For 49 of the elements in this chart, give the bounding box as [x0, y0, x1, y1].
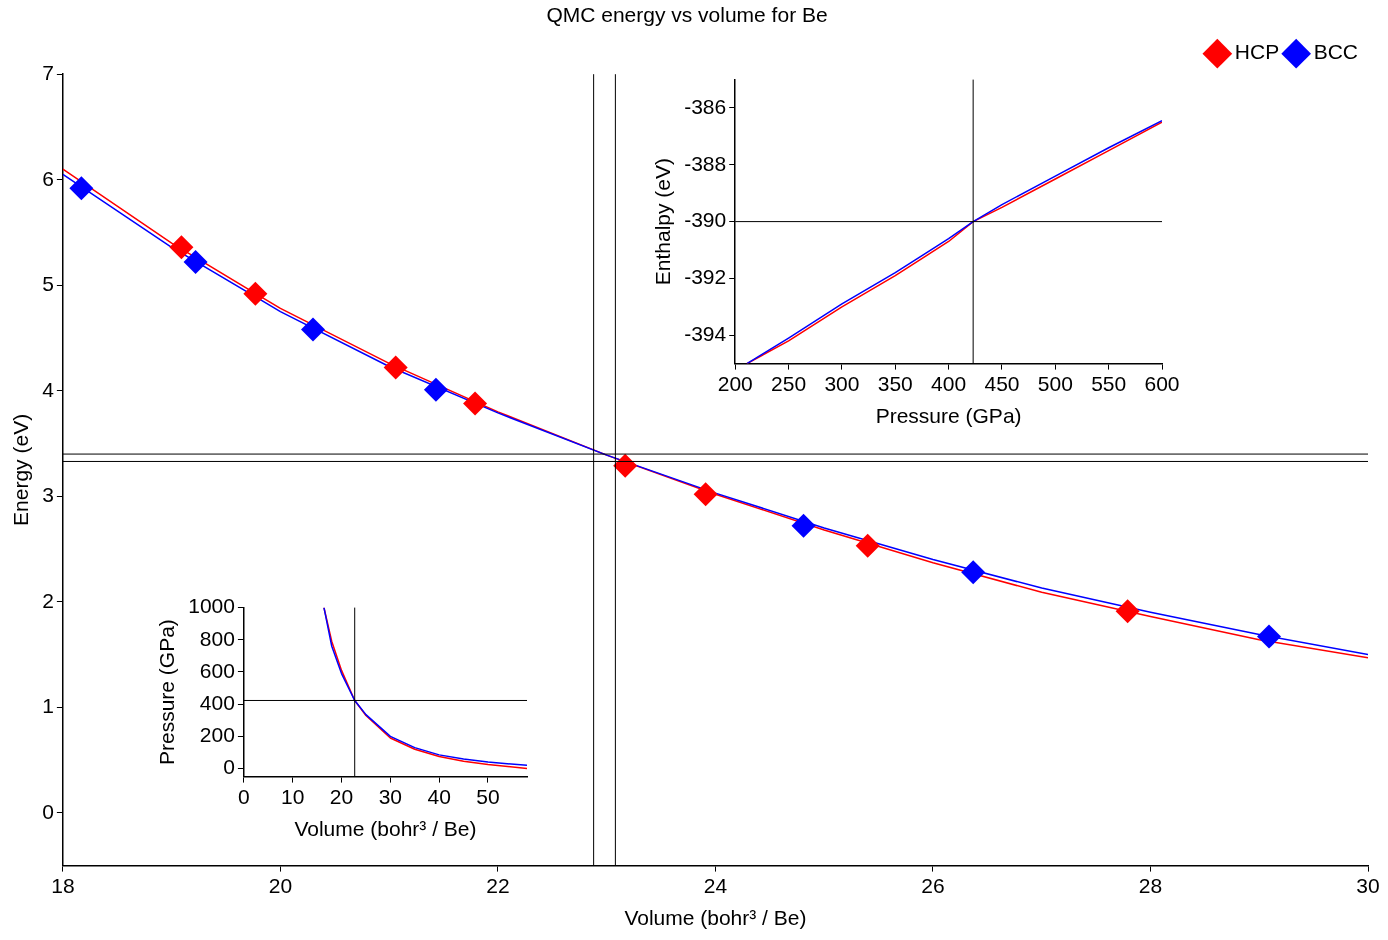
- x-tick-label: 18: [51, 874, 75, 897]
- y-tick-label: 600: [199, 658, 235, 682]
- y-tick-label: 5: [42, 272, 54, 296]
- y-tick-label: 6: [42, 166, 54, 190]
- y-tick-label: 200: [199, 723, 235, 747]
- x-tick-label: 20: [268, 874, 293, 897]
- x-tick-label: 26: [921, 874, 945, 897]
- y-tick-label: 1000: [188, 594, 235, 618]
- y-tick-label: 0: [223, 755, 235, 779]
- x-tick-label: 300: [824, 372, 860, 395]
- y-tick-label: 800: [199, 626, 235, 650]
- y-tick-label: -392: [684, 265, 727, 289]
- y-tick-label: -386: [684, 94, 727, 118]
- y-axis-title: Pressure (GPa): [155, 619, 179, 766]
- x-tick-label: 350: [877, 372, 913, 395]
- x-tick-label: 250: [771, 372, 807, 395]
- x-tick-label: 200: [717, 372, 753, 395]
- x-tick-label: 24: [703, 874, 728, 897]
- x-tick-label: 400: [931, 372, 967, 395]
- y-tick-label: 7: [42, 61, 54, 84]
- y-tick-label: 3: [42, 483, 54, 507]
- y-axis-title: Energy (eV): [9, 413, 33, 526]
- y-tick-label: -394: [684, 322, 727, 345]
- y-tick-label: -390: [684, 208, 727, 232]
- x-tick-label: 40: [427, 785, 451, 808]
- legend-label: BCC: [1313, 40, 1359, 64]
- x-tick-label: 500: [1037, 372, 1073, 395]
- chart-title: QMC energy vs volume for Be: [546, 3, 828, 27]
- x-tick-label: 550: [1091, 372, 1127, 395]
- x-tick-label: 600: [1144, 372, 1180, 395]
- x-tick-label: 30: [378, 785, 403, 808]
- x-axis-title: Volume (bohr³ / Be): [294, 817, 477, 841]
- x-tick-label: 30: [1356, 874, 1380, 897]
- x-tick-label: 20: [329, 785, 354, 808]
- y-tick-label: -388: [684, 151, 727, 175]
- x-tick-label: 0: [238, 785, 250, 808]
- y-tick-label: 400: [199, 690, 235, 714]
- x-tick-label: 50: [476, 785, 500, 808]
- x-tick-label: 22: [486, 874, 510, 897]
- legend-label: HCP: [1234, 40, 1280, 64]
- y-tick-label: 1: [42, 694, 54, 718]
- y-tick-label: 2: [42, 588, 54, 612]
- y-axis-title: Enthalpy (eV): [651, 157, 675, 286]
- x-tick-label: 10: [281, 785, 305, 808]
- y-tick-label: 4: [42, 377, 55, 401]
- x-tick-label: 450: [984, 372, 1020, 395]
- x-tick-label: 28: [1138, 874, 1163, 897]
- x-axis-title: Volume (bohr³ / Be): [624, 906, 807, 930]
- x-axis-title: Pressure (GPa): [875, 404, 1022, 428]
